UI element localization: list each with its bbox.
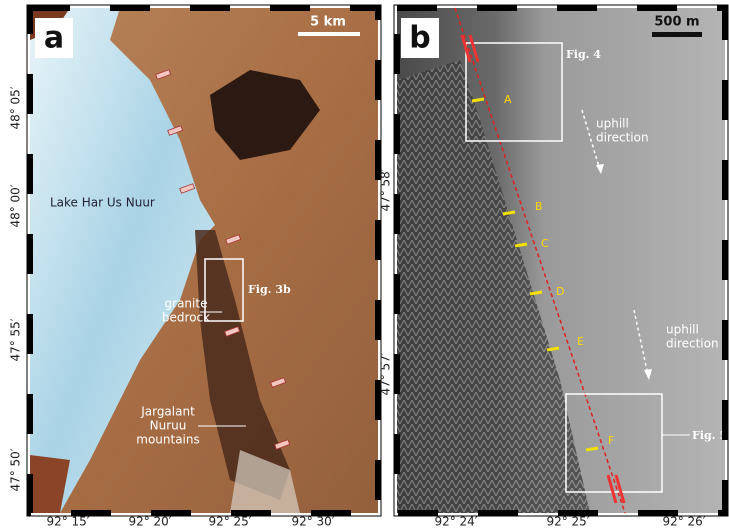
point-label: D — [556, 285, 564, 298]
latitude-label: 47° 58′ — [379, 168, 393, 211]
lake-label: Lake Har Us Nuur — [50, 196, 155, 210]
scale-bar — [298, 32, 360, 36]
uphill-label: uphill — [596, 117, 629, 131]
panel-a: a 5 km Lake Har Us Nuur Fig. 3b granite … — [27, 5, 381, 516]
longitude-label: 92° 26′ — [662, 515, 705, 529]
uphill-label: direction — [596, 131, 649, 145]
fig-label: Fig. 3b — [248, 283, 291, 296]
bedrock-label: granite — [165, 297, 208, 311]
fig-label: Fig. 4 — [566, 48, 601, 61]
panel-b: b 500 m Fig. 4 Fig. 5 uphill direction u… — [394, 5, 728, 516]
latitude-label: 48° 00′ — [9, 184, 23, 227]
mountains-label: mountains — [136, 433, 200, 447]
longitude-label: 92° 24′ — [434, 515, 477, 529]
latitude-label: 47° 57′ — [379, 352, 393, 395]
mountains-label: Jargalant — [140, 405, 195, 419]
point-label: E — [577, 335, 584, 348]
latitude-label: 47° 55′ — [9, 318, 23, 361]
latitude-label: 48° 05′ — [9, 86, 23, 129]
longitude-label: 92° 20′ — [128, 515, 171, 529]
fig-label: Fig. 5 — [692, 429, 727, 442]
bedrock-label: bedrock — [162, 311, 210, 325]
longitude-label: 92° 25′ — [208, 515, 251, 529]
longitude-label: 92° 15′ — [46, 515, 89, 529]
scale-label: 5 km — [310, 15, 346, 30]
latitude-label: 47° 50′ — [9, 448, 23, 491]
figure: a 5 km Lake Har Us Nuur Fig. 3b granite … — [0, 0, 729, 531]
scale-label: 500 m — [654, 15, 699, 30]
scale-bar — [652, 32, 702, 37]
panel-label: a — [44, 21, 64, 56]
point-label: B — [535, 200, 543, 213]
uphill-label: direction — [666, 337, 719, 351]
mountains-label: Nuruu — [150, 419, 187, 433]
panel-label: b — [409, 21, 430, 56]
longitude-label: 92° 25′ — [546, 515, 589, 529]
point-label: F — [608, 434, 614, 447]
longitude-label: 92° 30′ — [291, 515, 334, 529]
uphill-label: uphill — [666, 323, 699, 337]
point-label: A — [504, 93, 512, 106]
point-label: C — [541, 237, 549, 250]
